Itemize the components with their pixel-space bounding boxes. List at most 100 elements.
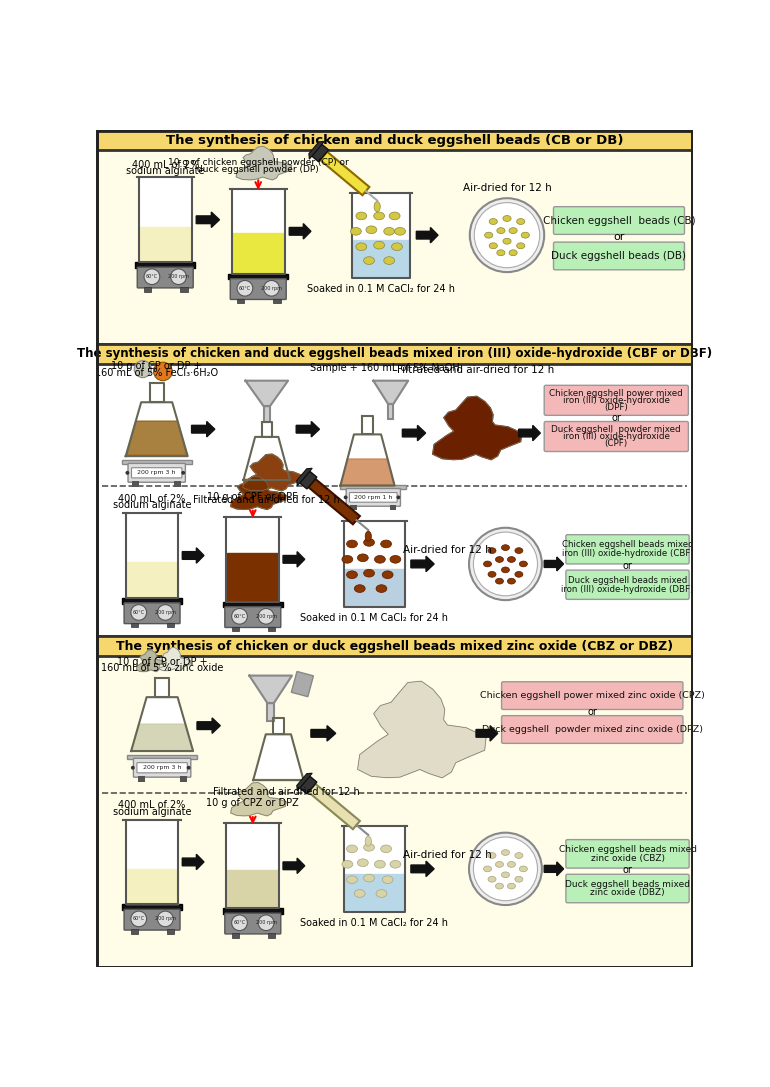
Circle shape bbox=[171, 268, 186, 285]
Circle shape bbox=[131, 911, 146, 927]
Polygon shape bbox=[227, 552, 279, 601]
Ellipse shape bbox=[390, 861, 401, 869]
Ellipse shape bbox=[363, 538, 374, 547]
Text: Chicken eggshell  beads (CB): Chicken eggshell beads (CB) bbox=[543, 215, 695, 225]
FancyArrow shape bbox=[411, 861, 434, 876]
Bar bbox=[237, 299, 244, 303]
Text: 200 rpm 1 h: 200 rpm 1 h bbox=[354, 495, 393, 500]
Ellipse shape bbox=[509, 250, 517, 255]
Circle shape bbox=[186, 766, 190, 770]
FancyArrow shape bbox=[283, 551, 305, 567]
Text: Air-dried for 12 h: Air-dried for 12 h bbox=[463, 183, 551, 192]
Text: or: or bbox=[588, 707, 598, 716]
Ellipse shape bbox=[495, 578, 504, 584]
Ellipse shape bbox=[488, 852, 496, 859]
Text: sodium alginate: sodium alginate bbox=[126, 166, 205, 176]
Circle shape bbox=[263, 280, 280, 296]
Text: 160 mL of 5% FeCl₃·6H₂O: 160 mL of 5% FeCl₃·6H₂O bbox=[95, 367, 218, 377]
Ellipse shape bbox=[382, 571, 393, 578]
Bar bbox=[97, 636, 692, 657]
Ellipse shape bbox=[357, 554, 368, 562]
Polygon shape bbox=[309, 784, 360, 829]
Text: 400 mL of 2%: 400 mL of 2% bbox=[119, 493, 186, 504]
Text: 60°C: 60°C bbox=[132, 916, 145, 922]
Bar bbox=[263, 407, 270, 422]
FancyBboxPatch shape bbox=[128, 463, 186, 483]
Ellipse shape bbox=[489, 242, 497, 249]
Polygon shape bbox=[156, 678, 169, 697]
Text: (CPF): (CPF) bbox=[604, 439, 628, 448]
Text: 160 mL of 5 % zinc oxide: 160 mL of 5 % zinc oxide bbox=[101, 663, 223, 673]
Text: 400 mL of 2%: 400 mL of 2% bbox=[132, 160, 199, 170]
FancyBboxPatch shape bbox=[554, 242, 685, 270]
FancyArrow shape bbox=[182, 854, 204, 870]
Polygon shape bbox=[345, 874, 404, 911]
Text: Chicken eggshell power mixed: Chicken eggshell power mixed bbox=[550, 389, 683, 398]
Ellipse shape bbox=[488, 876, 496, 883]
Circle shape bbox=[469, 528, 542, 600]
Text: 10 g of CP or DP +: 10 g of CP or DP + bbox=[117, 658, 207, 667]
FancyArrow shape bbox=[197, 717, 220, 734]
Text: iron (III) oxide-hydroxide: iron (III) oxide-hydroxide bbox=[563, 396, 670, 404]
Circle shape bbox=[474, 837, 537, 901]
Ellipse shape bbox=[495, 862, 504, 867]
FancyBboxPatch shape bbox=[554, 207, 685, 235]
Bar bbox=[135, 262, 196, 267]
Text: 60°C: 60°C bbox=[233, 614, 246, 619]
Ellipse shape bbox=[363, 844, 374, 851]
Ellipse shape bbox=[390, 555, 401, 563]
FancyArrow shape bbox=[296, 422, 320, 437]
Text: 200 rpm: 200 rpm bbox=[168, 274, 189, 279]
Text: 10 g of CP or DP +: 10 g of CP or DP + bbox=[112, 362, 202, 372]
Text: Chicken eggshell beads mixed: Chicken eggshell beads mixed bbox=[561, 540, 693, 549]
FancyBboxPatch shape bbox=[566, 839, 689, 869]
FancyBboxPatch shape bbox=[566, 874, 689, 902]
Text: The synthesis of chicken or duck eggshell beads mixed zinc oxide (CBZ or DBZ): The synthesis of chicken or duck eggshel… bbox=[116, 640, 673, 653]
Polygon shape bbox=[296, 468, 312, 486]
Polygon shape bbox=[341, 459, 393, 485]
Text: Soaked in 0.1 M CaCl₂ for 24 h: Soaked in 0.1 M CaCl₂ for 24 h bbox=[307, 284, 455, 293]
Polygon shape bbox=[300, 776, 317, 794]
Bar bbox=[267, 703, 274, 721]
Ellipse shape bbox=[363, 257, 374, 264]
Ellipse shape bbox=[389, 212, 400, 220]
Text: 10 g of CPF or DPF: 10 g of CPF or DPF bbox=[207, 491, 298, 501]
Text: Duck eggshell beads (DB): Duck eggshell beads (DB) bbox=[551, 251, 687, 261]
Polygon shape bbox=[231, 783, 286, 816]
Polygon shape bbox=[226, 824, 280, 908]
Polygon shape bbox=[126, 869, 178, 903]
Bar bbox=[144, 287, 152, 291]
Ellipse shape bbox=[380, 540, 391, 548]
Text: zinc oxide (DBZ): zinc oxide (DBZ) bbox=[590, 888, 665, 897]
FancyBboxPatch shape bbox=[566, 535, 689, 564]
FancyBboxPatch shape bbox=[133, 759, 191, 777]
Ellipse shape bbox=[391, 242, 403, 251]
Text: iron (III) oxide-hydroxide: iron (III) oxide-hydroxide bbox=[563, 432, 670, 441]
Ellipse shape bbox=[342, 555, 353, 563]
Ellipse shape bbox=[380, 845, 391, 852]
FancyArrow shape bbox=[519, 425, 541, 440]
Bar bbox=[291, 672, 313, 697]
FancyBboxPatch shape bbox=[124, 910, 180, 930]
Ellipse shape bbox=[484, 233, 493, 238]
FancyBboxPatch shape bbox=[132, 467, 182, 478]
FancyBboxPatch shape bbox=[230, 278, 286, 299]
Ellipse shape bbox=[373, 212, 384, 220]
Polygon shape bbox=[373, 380, 408, 404]
Bar bbox=[138, 776, 145, 782]
FancyArrow shape bbox=[196, 212, 219, 227]
Polygon shape bbox=[309, 479, 360, 524]
Bar bbox=[180, 287, 188, 291]
Polygon shape bbox=[131, 697, 193, 751]
Ellipse shape bbox=[519, 866, 527, 872]
Text: Filtrated and air-dried for 12 h: Filtrated and air-dried for 12 h bbox=[397, 365, 554, 375]
FancyBboxPatch shape bbox=[346, 488, 400, 507]
Text: Duck eggshell  powder mixed zinc oxide (DPZ): Duck eggshell powder mixed zinc oxide (D… bbox=[482, 725, 703, 734]
Circle shape bbox=[474, 533, 537, 596]
Text: 200 rpm: 200 rpm bbox=[155, 916, 176, 922]
Circle shape bbox=[126, 471, 129, 475]
Polygon shape bbox=[345, 570, 404, 607]
FancyArrow shape bbox=[476, 726, 497, 741]
Ellipse shape bbox=[501, 850, 510, 855]
Circle shape bbox=[158, 604, 173, 621]
